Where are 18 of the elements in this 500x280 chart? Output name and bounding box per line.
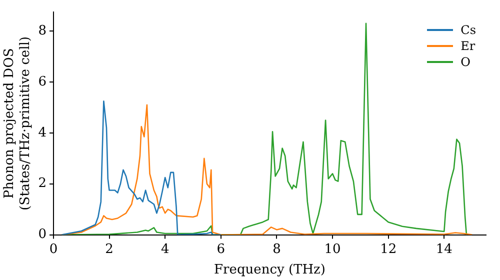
y-axis-title: Phonon projected DOS (States/THz·primitive cell) (2, 36, 33, 210)
y-tick-label: 6 (38, 74, 46, 90)
x-tick-label: 4 (160, 242, 170, 257)
x-tick-label: 6 (216, 242, 226, 257)
x-tick-label: 2 (105, 242, 114, 257)
x-axis-title: Frequency (THz) (214, 262, 326, 278)
x-tick-label: 12 (380, 242, 397, 257)
y-tick-label: 8 (38, 23, 46, 38)
y-tick-label: 2 (38, 176, 46, 192)
y-tick-label: 0 (38, 227, 46, 242)
legend-label: Er (460, 38, 476, 54)
y-tick-label: 4 (38, 125, 46, 140)
legend-label: O (460, 54, 470, 70)
x-tick-label: 0 (49, 242, 58, 257)
legend-label: Cs (460, 22, 476, 38)
x-tick-label: 14 (436, 242, 452, 257)
x-tick-label: 10 (324, 242, 341, 257)
x-tick-label: 8 (272, 242, 281, 257)
